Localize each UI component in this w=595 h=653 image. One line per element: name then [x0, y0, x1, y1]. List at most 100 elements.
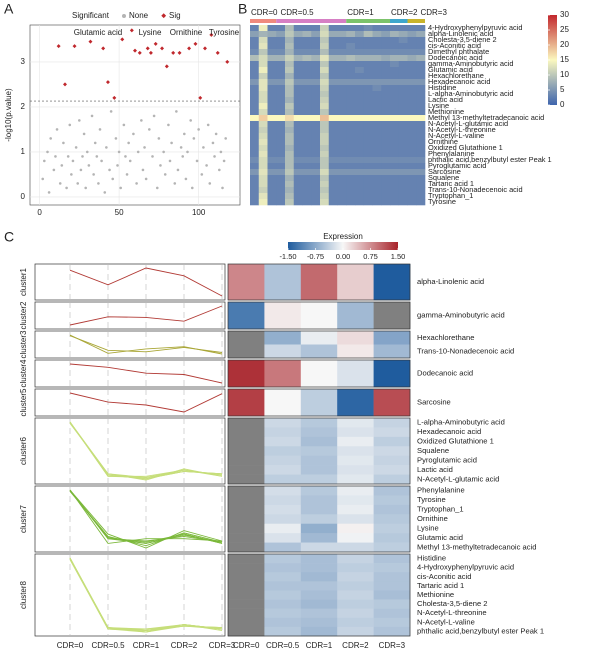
heatmap-cell	[398, 61, 408, 68]
heatmap-cell	[381, 109, 391, 116]
heatmap-cell	[250, 37, 260, 44]
row-label: Phenylalanine	[428, 149, 474, 158]
heatmap-cell	[258, 49, 268, 56]
profile-line	[69, 392, 223, 413]
heatmap-cell	[363, 115, 373, 122]
heatmap-cell	[285, 121, 295, 128]
heatmap-cell	[390, 55, 400, 62]
heatmap-cell	[320, 145, 330, 152]
heatmap-cell	[373, 563, 411, 573]
heatmap-cell	[346, 169, 356, 176]
heatmap-cell	[320, 187, 330, 194]
heatmap-cell	[398, 109, 408, 116]
heatmap-cell	[267, 181, 277, 188]
heatmap-cell	[250, 193, 260, 200]
heatmap-cell	[373, 523, 411, 534]
heatmap-cell	[300, 331, 338, 345]
point	[127, 141, 130, 145]
heatmap-cell	[228, 427, 265, 438]
heatmap-cell	[372, 163, 382, 170]
heatmap-cell	[390, 91, 400, 98]
point	[105, 146, 108, 149]
heatmap-cell	[250, 115, 260, 122]
point	[176, 168, 180, 172]
heatmap-cell	[346, 139, 356, 146]
profile-frame	[34, 553, 226, 637]
heatmap-cell	[250, 55, 260, 62]
heatmap-cell	[258, 133, 268, 140]
heatmap-cell	[264, 455, 302, 466]
group-label: CDR=2	[391, 8, 418, 17]
heatmap-cell	[267, 49, 277, 56]
point	[159, 164, 162, 167]
heatmap-cell	[258, 37, 268, 44]
heatmap-cell	[398, 115, 408, 122]
heatmap-cell	[264, 554, 302, 564]
legend-title: Significant	[72, 11, 110, 20]
heatmap-cell	[276, 127, 286, 134]
heatmap-cell	[328, 133, 338, 140]
heatmap-cell	[416, 193, 426, 200]
x-tick-label: CDR=2	[342, 641, 369, 650]
row-label: Methyl 13-methyltetradecanoic acid	[428, 113, 544, 122]
row-label: Squalene	[417, 446, 449, 455]
heatmap-cell	[293, 115, 303, 122]
heatmap-cell	[267, 37, 277, 44]
heatmap-cell	[302, 37, 312, 44]
group-label: CDR=3	[420, 8, 447, 17]
heatmap-cell	[363, 25, 373, 32]
point	[170, 141, 173, 145]
heatmap-cell	[373, 302, 411, 330]
heatmap-cell	[390, 199, 400, 206]
heatmap-cell	[264, 542, 302, 553]
colorbar-tick-label: 0	[560, 100, 565, 109]
heatmap-cell	[416, 43, 426, 50]
heatmap-cell	[390, 73, 400, 80]
heatmap-cell	[381, 55, 391, 62]
heatmap-cell	[390, 157, 400, 164]
heatmap-cell	[328, 91, 338, 98]
heatmap-cell	[381, 103, 391, 110]
heatmap-cell	[302, 103, 312, 110]
point	[135, 182, 138, 185]
heatmap-cell	[381, 73, 391, 80]
heatmap-cell	[228, 446, 265, 457]
heatmap-cell	[320, 181, 330, 188]
heatmap-cell	[337, 504, 374, 515]
point	[222, 159, 226, 163]
heatmap-cell	[276, 109, 286, 116]
heatmap-cell	[373, 418, 411, 428]
heatmap-cell	[328, 37, 338, 44]
heatmap-cell	[337, 486, 374, 496]
heatmap-cell	[337, 465, 374, 475]
heatmap-cell	[398, 193, 408, 200]
heatmap-cell	[398, 31, 408, 38]
heatmap-cell	[355, 91, 365, 98]
point	[213, 155, 216, 158]
heatmap-cell	[228, 542, 265, 553]
heatmap-cell	[381, 169, 391, 176]
heatmap-cell	[258, 25, 268, 32]
heatmap-cell	[355, 193, 365, 200]
heatmap-cell	[311, 145, 321, 152]
heatmap-cell	[328, 181, 338, 188]
heatmap-cell	[228, 563, 265, 573]
heatmap-cell	[285, 127, 295, 134]
heatmap-cell	[320, 91, 330, 98]
heatmap-cell	[337, 418, 374, 428]
heatmap-cell	[311, 139, 321, 146]
heatmap-cell	[373, 554, 411, 564]
row-label: cis-Aconitic acid	[428, 41, 481, 50]
heatmap-cell	[320, 25, 330, 32]
heatmap-cell	[250, 121, 260, 128]
heatmap-cell	[398, 163, 408, 170]
heatmap-cell	[372, 73, 382, 80]
heatmap-cell	[258, 73, 268, 80]
heatmap-cell	[381, 37, 391, 44]
row-label: Hexadecanoic acid	[417, 427, 481, 436]
heatmap-cell	[311, 181, 321, 188]
point	[175, 110, 178, 113]
row-label: Lactic acid	[428, 95, 463, 104]
row-label: N-Acetyl-L-threonine	[428, 125, 496, 134]
